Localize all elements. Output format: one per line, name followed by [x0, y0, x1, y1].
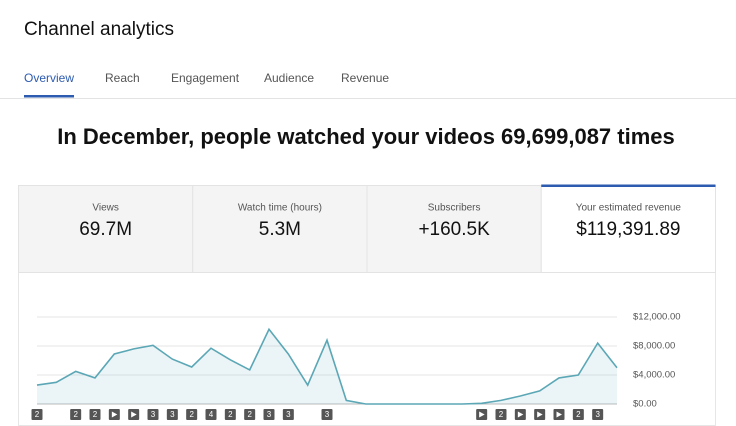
event-marker[interactable]: [592, 409, 604, 420]
marker-label: 3: [170, 410, 175, 419]
y-tick-label: $8,000.00: [633, 341, 675, 352]
marker-label: 2: [35, 410, 40, 419]
marker-label: 2: [189, 410, 194, 419]
video-icon: [111, 411, 118, 418]
card-label: Your estimated revenue: [576, 203, 682, 214]
card-value: 5.3M: [259, 219, 301, 240]
marker-label: 2: [576, 410, 581, 419]
marker-label: 2: [499, 410, 504, 419]
event-marker[interactable]: [495, 409, 507, 420]
marker-label: 3: [595, 410, 600, 419]
card-value: 69.7M: [79, 219, 132, 240]
event-marker[interactable]: [89, 409, 101, 420]
event-marker[interactable]: [244, 409, 256, 420]
page-title: Channel analytics: [24, 19, 174, 40]
tab[interactable]: Reach: [105, 71, 140, 85]
event-marker[interactable]: [147, 409, 159, 420]
marker-label: 3: [325, 410, 330, 419]
headline: In December, people watched your videos …: [57, 124, 675, 149]
card-label: Watch time (hours): [238, 203, 322, 214]
line: [36, 327, 618, 405]
event-marker[interactable]: [205, 409, 217, 420]
tab[interactable]: Revenue: [341, 71, 389, 85]
marker-label: 2: [247, 410, 252, 419]
tab[interactable]: Overview: [24, 71, 74, 85]
marker-label: 3: [267, 410, 272, 419]
metric-card[interactable]: [540, 185, 716, 273]
video-icon: [556, 411, 562, 418]
marker-label: 4: [209, 410, 214, 419]
card-label: Views: [92, 203, 119, 214]
event-marker[interactable]: [282, 409, 294, 420]
event-marker[interactable]: [224, 409, 236, 420]
card-active-bar: [541, 184, 716, 187]
event-marker[interactable]: [321, 409, 333, 420]
video-icon: [517, 411, 524, 418]
marker-label: 3: [286, 410, 291, 419]
marker-label: 3: [151, 410, 156, 419]
event-marker[interactable]: [31, 409, 43, 420]
marker-label: 2: [73, 410, 78, 419]
area-fill: [37, 329, 617, 404]
tab[interactable]: Engagement: [171, 71, 240, 85]
event-marker[interactable]: [70, 409, 82, 420]
y-tick-label: $4,000.00: [633, 370, 675, 381]
card-value: $119,391.89: [576, 219, 680, 240]
event-marker[interactable]: [572, 409, 584, 420]
event-marker[interactable]: [263, 409, 275, 420]
tab[interactable]: Audience: [264, 71, 314, 85]
y-tick-label: $12,000.00: [633, 312, 681, 323]
video-icon: [537, 411, 543, 418]
marker-label: 2: [228, 410, 233, 419]
tab-underline: [24, 95, 75, 98]
card-label: Subscribers: [428, 203, 481, 214]
y-tick-label: $0.00: [633, 399, 657, 410]
video-icon: [131, 411, 137, 418]
metric-card[interactable]: [18, 185, 194, 273]
metric-card[interactable]: [192, 185, 368, 273]
marker-label: 2: [93, 410, 98, 419]
video-icon: [479, 411, 485, 418]
event-marker[interactable]: [186, 409, 198, 420]
event-marker[interactable]: [166, 409, 178, 420]
card-value: +160.5K: [418, 219, 490, 240]
